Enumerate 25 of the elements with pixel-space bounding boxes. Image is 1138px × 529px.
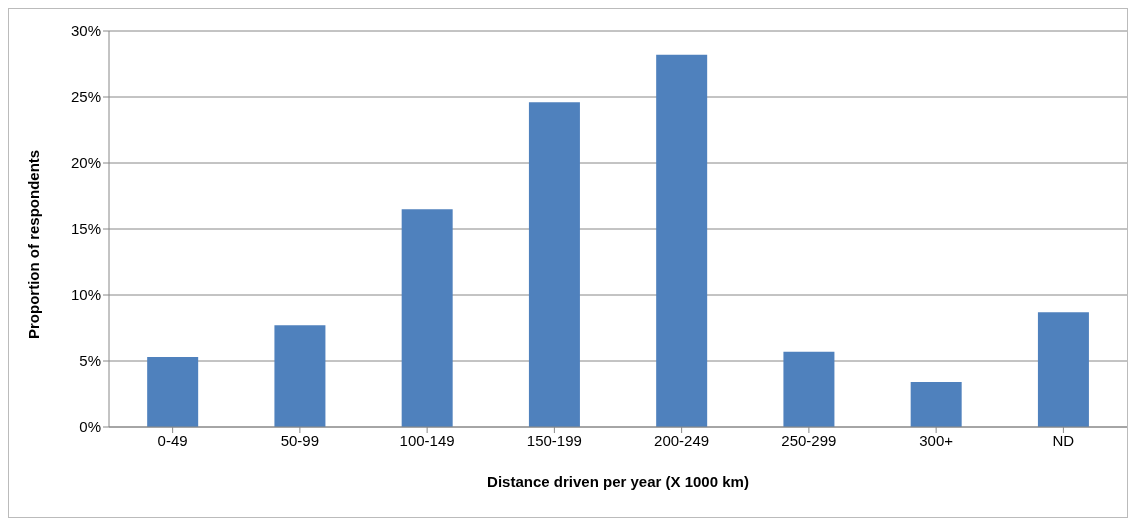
bar bbox=[528, 102, 580, 427]
y-tick-label: 25% bbox=[70, 88, 101, 106]
x-tick-label: 250-299 bbox=[781, 431, 837, 449]
y-tick-label: 15% bbox=[70, 220, 101, 238]
x-tick-label: ND bbox=[1052, 431, 1075, 449]
bar bbox=[783, 351, 835, 427]
bar bbox=[1037, 312, 1089, 427]
x-tick-label: 50-99 bbox=[280, 431, 320, 449]
bar bbox=[910, 382, 962, 427]
x-tick-label: 300+ bbox=[919, 431, 954, 449]
bar bbox=[401, 209, 453, 427]
y-axis-title: Proportion of respondents bbox=[25, 149, 43, 339]
bar bbox=[274, 325, 326, 427]
y-tick-label: 30% bbox=[70, 22, 101, 40]
bar bbox=[147, 357, 199, 427]
x-tick-label: 200-249 bbox=[654, 431, 710, 449]
y-tick-label: 0% bbox=[79, 418, 101, 436]
x-tick-label: 150-199 bbox=[526, 431, 582, 449]
x-tick-label: 0-49 bbox=[157, 431, 188, 449]
x-tick-label: 100-149 bbox=[399, 431, 455, 449]
x-axis-title: Distance driven per year (X 1000 km) bbox=[487, 473, 749, 490]
bar bbox=[656, 54, 708, 427]
y-tick-label: 5% bbox=[79, 352, 101, 370]
y-tick-label: 20% bbox=[70, 154, 101, 172]
y-tick-label: 10% bbox=[70, 286, 101, 304]
